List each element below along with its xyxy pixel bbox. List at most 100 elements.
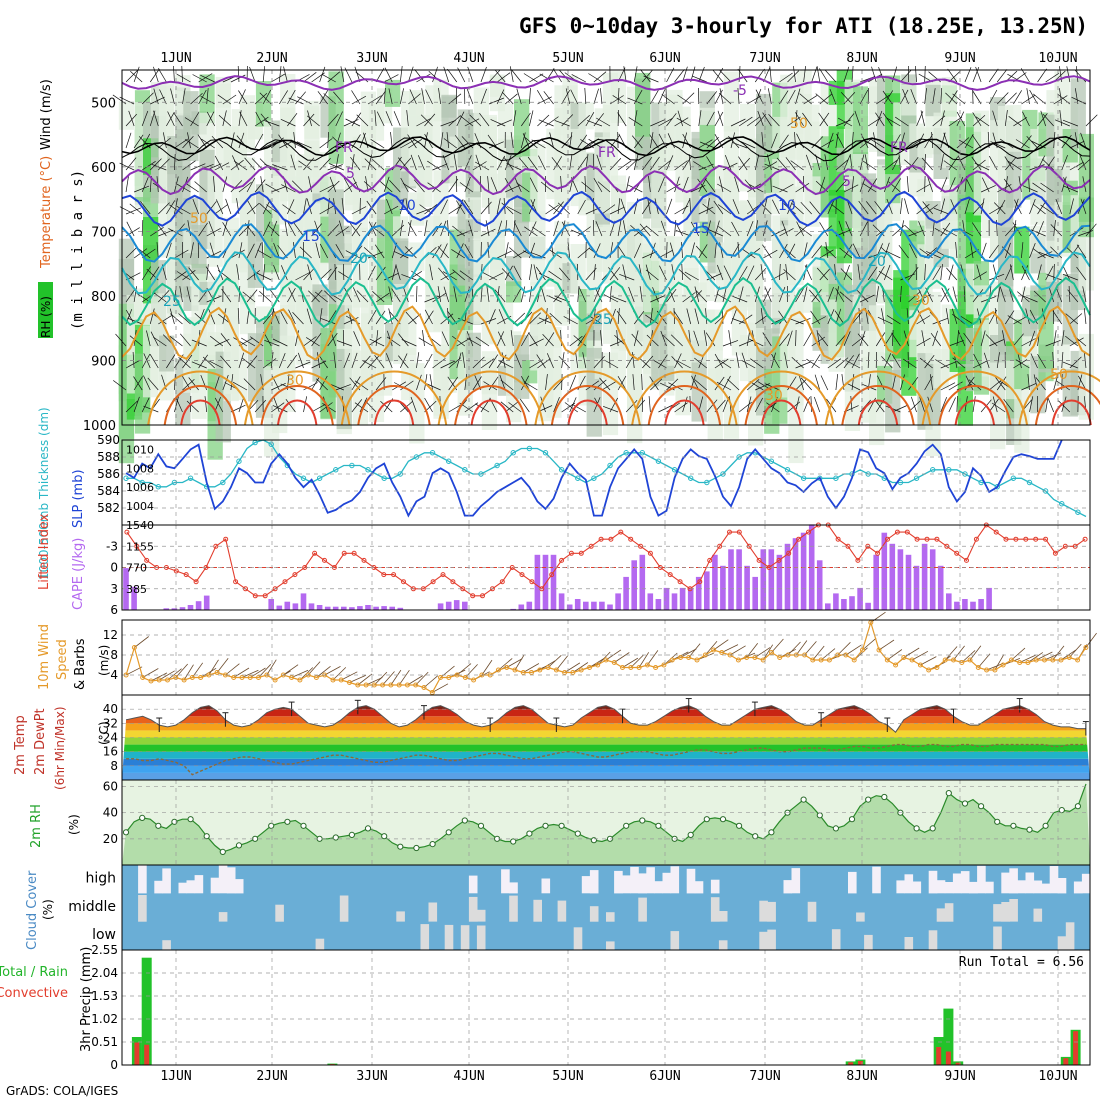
cloud-clear-cell [936, 880, 946, 894]
wind-barb [934, 227, 950, 237]
wind-barb [529, 242, 536, 259]
li-marker [262, 593, 268, 599]
cape-bar [728, 549, 734, 610]
wind-barb [516, 88, 522, 105]
thickness-tick-label: 588 [97, 450, 120, 464]
li-axis-label: Lifted Index [37, 513, 52, 590]
wind-barb [659, 265, 667, 281]
rh-shade-cell [239, 296, 256, 335]
wind-barb [593, 178, 603, 193]
cape-bar [179, 607, 186, 610]
cloud-clear-cell [581, 876, 591, 894]
wind-barb [665, 87, 667, 105]
wind-marker [380, 682, 386, 688]
wind-barb [666, 113, 677, 127]
wind-barb [459, 270, 474, 281]
wind-barb [1078, 375, 1087, 391]
wind-barb [418, 337, 433, 347]
x-tick-label-bottom: 3JUN [356, 1069, 387, 1084]
pressure-tick-label: 700 [91, 225, 116, 240]
wind-barb [835, 286, 839, 303]
rh-marker [381, 833, 388, 840]
rh-shade-cell [901, 85, 917, 116]
wind-barb [408, 139, 422, 149]
wind-barb [1004, 156, 1014, 171]
wind-barb [577, 332, 588, 347]
wind-barb [1061, 351, 1064, 369]
wind-barb [788, 317, 804, 325]
wind-barb [819, 176, 826, 193]
wind-barb [601, 204, 616, 215]
wind-barb [595, 221, 603, 237]
li-marker [796, 536, 802, 542]
wind-barb [732, 199, 740, 215]
thickness-axis-label: 1000-500mb Thickness (dm) [37, 407, 51, 580]
cloud-clear-cell [872, 866, 881, 894]
wind-marker [396, 682, 402, 688]
rh-marker [348, 831, 355, 839]
wind-barb [838, 220, 845, 237]
cape-bar [881, 532, 888, 610]
cloud-clear-cell [694, 881, 704, 894]
wind-barb [1011, 647, 1026, 661]
wind-barb [324, 666, 341, 676]
thickness-marker [494, 462, 500, 469]
cloud-clear-cell [654, 881, 663, 894]
contour-label: 30 [286, 373, 304, 389]
wind-barb [1015, 359, 1030, 369]
wind-barb [319, 90, 329, 105]
wind-barb [965, 375, 974, 391]
wind-barb [658, 404, 673, 413]
cloud-clear-cell [1033, 880, 1043, 894]
wind-marker [611, 660, 617, 665]
wind-barb [399, 88, 404, 105]
wind-barb [548, 270, 562, 281]
wind-barb [762, 112, 772, 127]
wind-barb [835, 288, 845, 303]
wind-barb [675, 229, 691, 237]
rh-shade-cell [578, 102, 594, 130]
wind-barb [174, 270, 188, 281]
wind-barb [488, 272, 504, 281]
wind-barb [803, 66, 806, 83]
wind-barb [717, 110, 724, 127]
wind-barb [948, 177, 956, 193]
precip-tick-label: 0 [110, 1058, 118, 1072]
wind-barb [702, 203, 716, 215]
rh-shade-cell [885, 369, 901, 433]
wind-barb [674, 402, 688, 413]
wind-barb [609, 351, 611, 369]
cloud-clear-cell [468, 875, 478, 894]
wind-barb [858, 200, 869, 215]
cape-bar [760, 549, 767, 610]
wind-barb [417, 155, 425, 171]
wind-barb [314, 291, 328, 303]
wind-barb [311, 376, 321, 391]
wind-barb [1040, 182, 1054, 193]
temperature-contour [744, 385, 818, 426]
li-marker [144, 557, 150, 563]
wind-marker [462, 675, 468, 680]
cape-bar [647, 593, 654, 610]
wind-barb [545, 332, 555, 347]
wind-barb [577, 134, 588, 149]
wind-barb [883, 176, 890, 193]
wind-barb [718, 176, 724, 193]
wind-barb [523, 663, 540, 673]
wind-barb [1027, 652, 1044, 663]
wind-barb [718, 93, 732, 105]
cloud-clear-cell [444, 924, 454, 950]
wind-tick-label: 8 [110, 648, 118, 662]
wind-barb [158, 202, 170, 215]
wind-barb [215, 199, 224, 215]
wind-barb [251, 158, 264, 171]
temperature-contour [857, 399, 899, 426]
wind-barb [1066, 246, 1079, 259]
wind-barb [451, 335, 466, 347]
wind-barb [909, 243, 917, 259]
cloud-clear-cell [420, 924, 430, 950]
rh-shade-cell [393, 238, 409, 284]
wind-barb [551, 157, 562, 171]
wind-barb [924, 354, 935, 369]
cape-bar [566, 604, 573, 610]
